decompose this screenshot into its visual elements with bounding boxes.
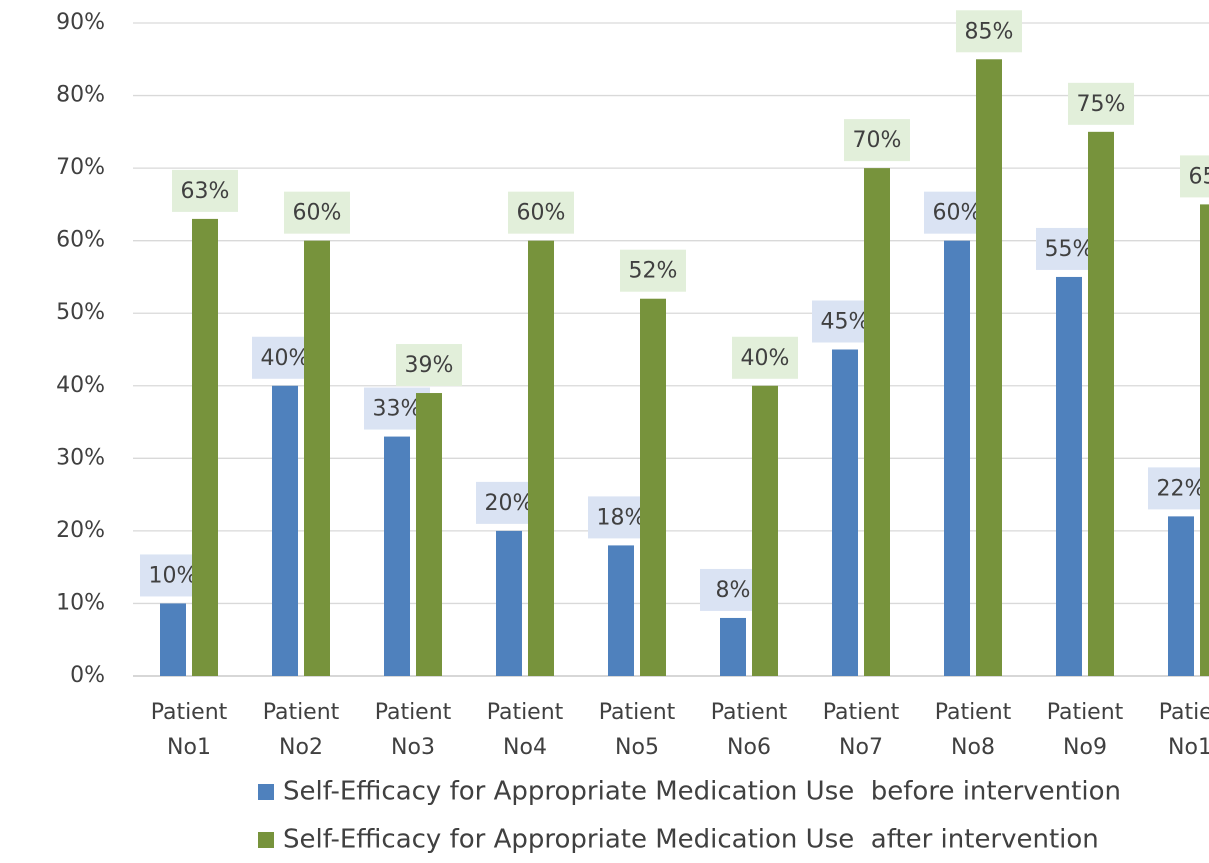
bar: [272, 385, 298, 676]
data-label-box: [1180, 155, 1209, 198]
data-label: 40%: [261, 346, 310, 371]
y-tick-label: 90%: [56, 10, 105, 35]
data-label-box: [508, 191, 574, 234]
bar: [608, 545, 634, 676]
data-label-box: [844, 119, 910, 162]
y-tick-label: 60%: [56, 228, 105, 253]
bar: [192, 218, 218, 676]
x-tick-label: Patient No6: [711, 700, 788, 760]
data-label-box: [172, 169, 238, 212]
data-label-box: [396, 344, 462, 387]
x-tick-label: Patient No7: [823, 700, 900, 760]
legend-swatch: [258, 832, 274, 848]
data-label: 22%: [1157, 476, 1206, 501]
bar: [160, 603, 186, 676]
data-label: 33%: [373, 397, 422, 422]
bar: [1056, 276, 1082, 676]
data-label-box: [284, 191, 350, 234]
data-label-box: [956, 10, 1022, 53]
data-label: 65%: [1189, 164, 1209, 189]
data-label: 10%: [149, 563, 198, 588]
y-tick-label: 80%: [56, 83, 105, 108]
bar: [720, 617, 746, 676]
x-tick-label: Patient No8: [935, 700, 1012, 760]
x-tick-label: Patient No9: [1047, 700, 1124, 760]
y-tick-label: 50%: [56, 300, 105, 325]
bar: [864, 168, 890, 676]
bar: [528, 240, 554, 676]
data-label: 60%: [293, 201, 342, 226]
data-label-box: [1148, 467, 1209, 510]
bar: [496, 530, 522, 676]
bar: [384, 436, 410, 676]
data-label-box: [620, 249, 686, 292]
y-tick-label: 30%: [56, 445, 105, 470]
bar: [416, 393, 442, 676]
bar: [1088, 131, 1114, 677]
bar: [304, 240, 330, 676]
y-tick-label: 70%: [56, 155, 105, 180]
x-tick-label: Patient No3: [375, 700, 452, 760]
data-label: 60%: [517, 201, 566, 226]
legend-label: Self-Efficacy for Appropriate Medication…: [283, 825, 1099, 855]
data-label: 20%: [485, 491, 534, 516]
bar: [1200, 204, 1209, 676]
legend-swatch: [258, 784, 274, 800]
bar: [832, 349, 858, 676]
y-tick-label: 40%: [56, 373, 105, 398]
data-label: 55%: [1045, 237, 1094, 262]
y-tick-label: 20%: [56, 518, 105, 543]
data-label: 85%: [965, 19, 1014, 44]
data-label: 75%: [1077, 92, 1126, 117]
bar: [752, 385, 778, 676]
x-tick-label: Patient No5: [599, 700, 676, 760]
data-label: 40%: [741, 346, 790, 371]
data-label: 8%: [716, 578, 751, 603]
data-label: 52%: [629, 259, 678, 284]
data-label: 63%: [181, 179, 230, 204]
data-label: 45%: [821, 310, 870, 335]
bar: [944, 240, 970, 676]
data-label: 18%: [597, 505, 646, 530]
x-tick-label: Patient No1: [151, 700, 228, 760]
bar: [1168, 516, 1194, 676]
data-label: 39%: [405, 353, 454, 378]
x-tick-label: PatientNo10: [1159, 700, 1209, 760]
legend-label: Self-Efficacy for Appropriate Medication…: [283, 777, 1121, 807]
y-tick-label: 0%: [70, 663, 105, 688]
bar: [640, 298, 666, 676]
data-label: 60%: [933, 201, 982, 226]
y-tick-label: 10%: [56, 590, 105, 615]
x-tick-label: Patient No4: [487, 700, 564, 760]
data-label-box: [732, 336, 798, 379]
x-tick-label: Patient No2: [263, 700, 340, 760]
data-label: 70%: [853, 128, 902, 153]
data-label-box: [1068, 82, 1134, 125]
bar: [976, 59, 1002, 677]
